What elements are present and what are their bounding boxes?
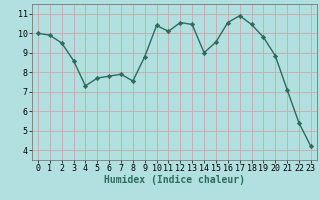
X-axis label: Humidex (Indice chaleur): Humidex (Indice chaleur) (104, 175, 245, 185)
